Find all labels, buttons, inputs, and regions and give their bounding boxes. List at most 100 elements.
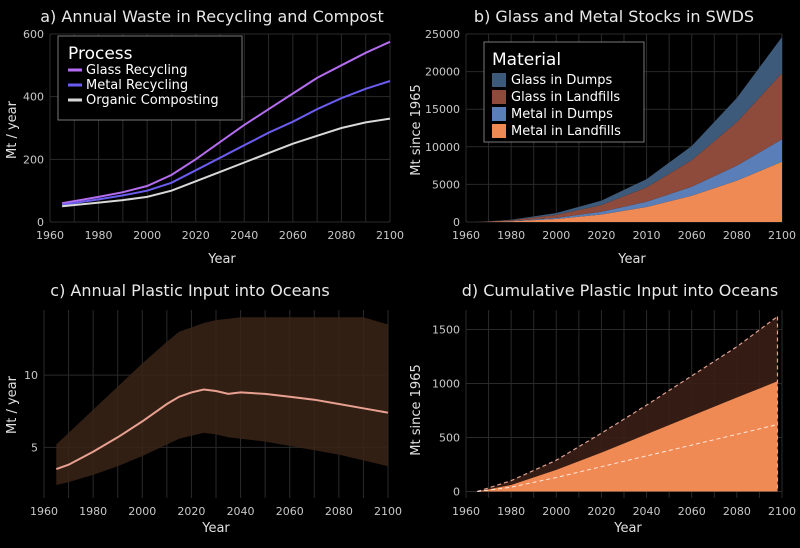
panel-b-xtick-label: 2000 [542, 229, 570, 242]
panel-a-series-line [61, 80, 391, 206]
panel-b-area-layer [477, 37, 782, 222]
panel-b-area-layer [477, 73, 782, 222]
panel-b-xtick-label: 2010 [633, 229, 661, 242]
panel-d-xtick-label: 2080 [723, 505, 751, 518]
panel-a-ylabel: Mt / year [5, 100, 20, 159]
panel-b-ticks: 1960 1980 2000 2020 2010 2060 2080 2100 0 5000 100… [425, 28, 796, 242]
panel-b-title: b) Glass and Metal Stocks in SWDS [474, 7, 754, 26]
panel-a-title: a) Annual Waste in Recycling and Compost [40, 7, 384, 26]
panel-c-marks [55, 317, 389, 485]
panel-b-legend-swatch [492, 107, 506, 121]
panel-c-xtick-label: 2060 [276, 505, 304, 518]
panel-b-xtick-label: 2080 [723, 229, 751, 242]
panel-b-legend-label: Glass in Landfills [511, 90, 620, 105]
panel-d-xtick-label: 2020 [587, 505, 615, 518]
panel-b-legend-label: Metal in Landfills [511, 124, 621, 139]
panel-a-ytick-label: 200 [23, 153, 44, 166]
panel-a-xtick-label: 1960 [36, 229, 64, 242]
panel-c-ytick-label: 5 [31, 441, 38, 454]
panel-a-xlabel: Year [207, 252, 236, 267]
panel-c-ticks: 1960 1980 2000 2020 2040 2060 2080 2100 5 10 [24, 369, 402, 518]
panel-a-legend-label: Organic Composting [86, 93, 219, 108]
panel-b-xlabel: Year [617, 252, 646, 267]
panel-a-marks [61, 40, 391, 208]
panel-a-ytick-label: 600 [23, 28, 44, 41]
panel-b-xtick-label: 2020 [587, 229, 615, 242]
panel-d-xtick-label: 1980 [497, 505, 525, 518]
panel-c-ytick-label: 10 [24, 369, 38, 382]
panel-b-ylabel: Mt since 1965 [409, 84, 424, 175]
panel-d-xlabel: Year [613, 521, 642, 536]
panel-a-xtick-label: 2040 [230, 229, 258, 242]
panel-a: a) Annual Waste in Recycling and Compost… [5, 7, 404, 267]
panel-b-legend-swatch [492, 90, 506, 104]
panel-a-xtick-label: 2100 [376, 229, 404, 242]
panel-d-ytick-label: 500 [439, 431, 460, 444]
panel-c: c) Annual Plastic Input into Oceans 1960… [5, 281, 402, 536]
panel-b-ytick-label: 15000 [425, 103, 460, 116]
panel-a-legend-label: Metal Recycling [86, 78, 188, 93]
panel-a-ytick-label: 0 [37, 216, 44, 229]
panel-b-legend-box [483, 41, 645, 143]
panel-a-xtick-label: 2080 [327, 229, 355, 242]
panel-c-ylabel: Mt / year [5, 375, 20, 434]
panel-d-ylabel: Mt since 1965 [409, 364, 424, 455]
panel-c-xtick-label: 2000 [128, 505, 156, 518]
panel-a-xtick-label: 2020 [182, 229, 210, 242]
panel-d-lower-dashed-line [477, 424, 778, 492]
panel-d-ytick-label: 0 [453, 486, 460, 499]
panel-a-series-line [61, 117, 391, 208]
panel-c-xtick-label: 2020 [177, 505, 205, 518]
panel-b-area-layer [477, 161, 782, 222]
panel-b-xtick-label: 2100 [768, 229, 796, 242]
panel-b-legend: Material Glass in Dumps Glass in Landfill… [483, 41, 645, 143]
panel-b-ytick-label: 25000 [425, 28, 460, 41]
panel-b-ytick-label: 0 [453, 216, 460, 229]
panel-d-marks [477, 316, 779, 493]
panel-d-upper-dashed-line [477, 316, 778, 493]
panel-a-ytick-label: 400 [23, 91, 44, 104]
panel-c-xtick-label: 1960 [30, 505, 58, 518]
panel-d-xtick-label: 1960 [452, 505, 480, 518]
panel-d-cumulative-area [477, 381, 778, 492]
panel-b-xtick-label: 1960 [452, 229, 480, 242]
panel-d-ticks: 1960 1980 2000 2020 2040 2060 2080 2100 0 500 1000… [432, 323, 796, 518]
panel-d-xtick-label: 2060 [678, 505, 706, 518]
panel-b-marks [477, 37, 782, 222]
panel-b-xtick-label: 1980 [497, 229, 525, 242]
panel-a-xtick-label: 2060 [279, 229, 307, 242]
panel-d-xtick-label: 2100 [768, 505, 796, 518]
panel-b-legend-swatch [492, 73, 506, 87]
panel-d: d) Cumulative Plastic Input into Oceans … [409, 281, 796, 536]
panel-a-xtick-label: 2000 [133, 229, 161, 242]
panel-b-ytick-label: 10000 [425, 141, 460, 154]
panel-a-xtick-label: 1980 [85, 229, 113, 242]
panel-b-area-layer [477, 139, 782, 222]
panel-d-xtick-label: 2000 [542, 505, 570, 518]
panel-b-xtick-label: 2060 [678, 229, 706, 242]
panel-d-ytick-label: 1500 [432, 323, 460, 336]
panel-b-legend-title: Material [492, 50, 561, 70]
panel-b-legend-label: Metal in Dumps [511, 107, 613, 122]
panel-c-xlabel: Year [201, 521, 230, 536]
panel-d-title: d) Cumulative Plastic Input into Oceans [462, 281, 779, 300]
panel-b: b) Glass and Metal Stocks in SWDS 1960 19… [409, 7, 796, 267]
panel-b-legend-label: Glass in Dumps [511, 73, 612, 88]
panel-d-ytick-label: 1000 [432, 377, 460, 390]
panel-c-xtick-label: 2040 [227, 505, 255, 518]
panel-d-xtick-label: 2040 [633, 505, 661, 518]
panel-b-legend-swatch [492, 124, 506, 138]
panel-b-ytick-label: 20000 [425, 66, 460, 79]
panel-a-legend-label: Glass Recycling [86, 63, 187, 78]
panel-c-xtick-label: 2080 [325, 505, 353, 518]
panel-c-title: c) Annual Plastic Input into Oceans [50, 281, 329, 300]
panel-a-legend-box [57, 35, 243, 121]
panel-c-uncertainty-band [56, 317, 389, 485]
panel-a-legend-title: Process [68, 44, 133, 64]
panel-c-xtick-label: 1980 [79, 505, 107, 518]
panel-a-ticks: 1960 1980 2000 2020 2040 2060 2080 2100 0 200 400 6… [23, 28, 404, 242]
panel-a-series-line [61, 40, 391, 205]
panel-c-xtick-label: 2100 [374, 505, 402, 518]
